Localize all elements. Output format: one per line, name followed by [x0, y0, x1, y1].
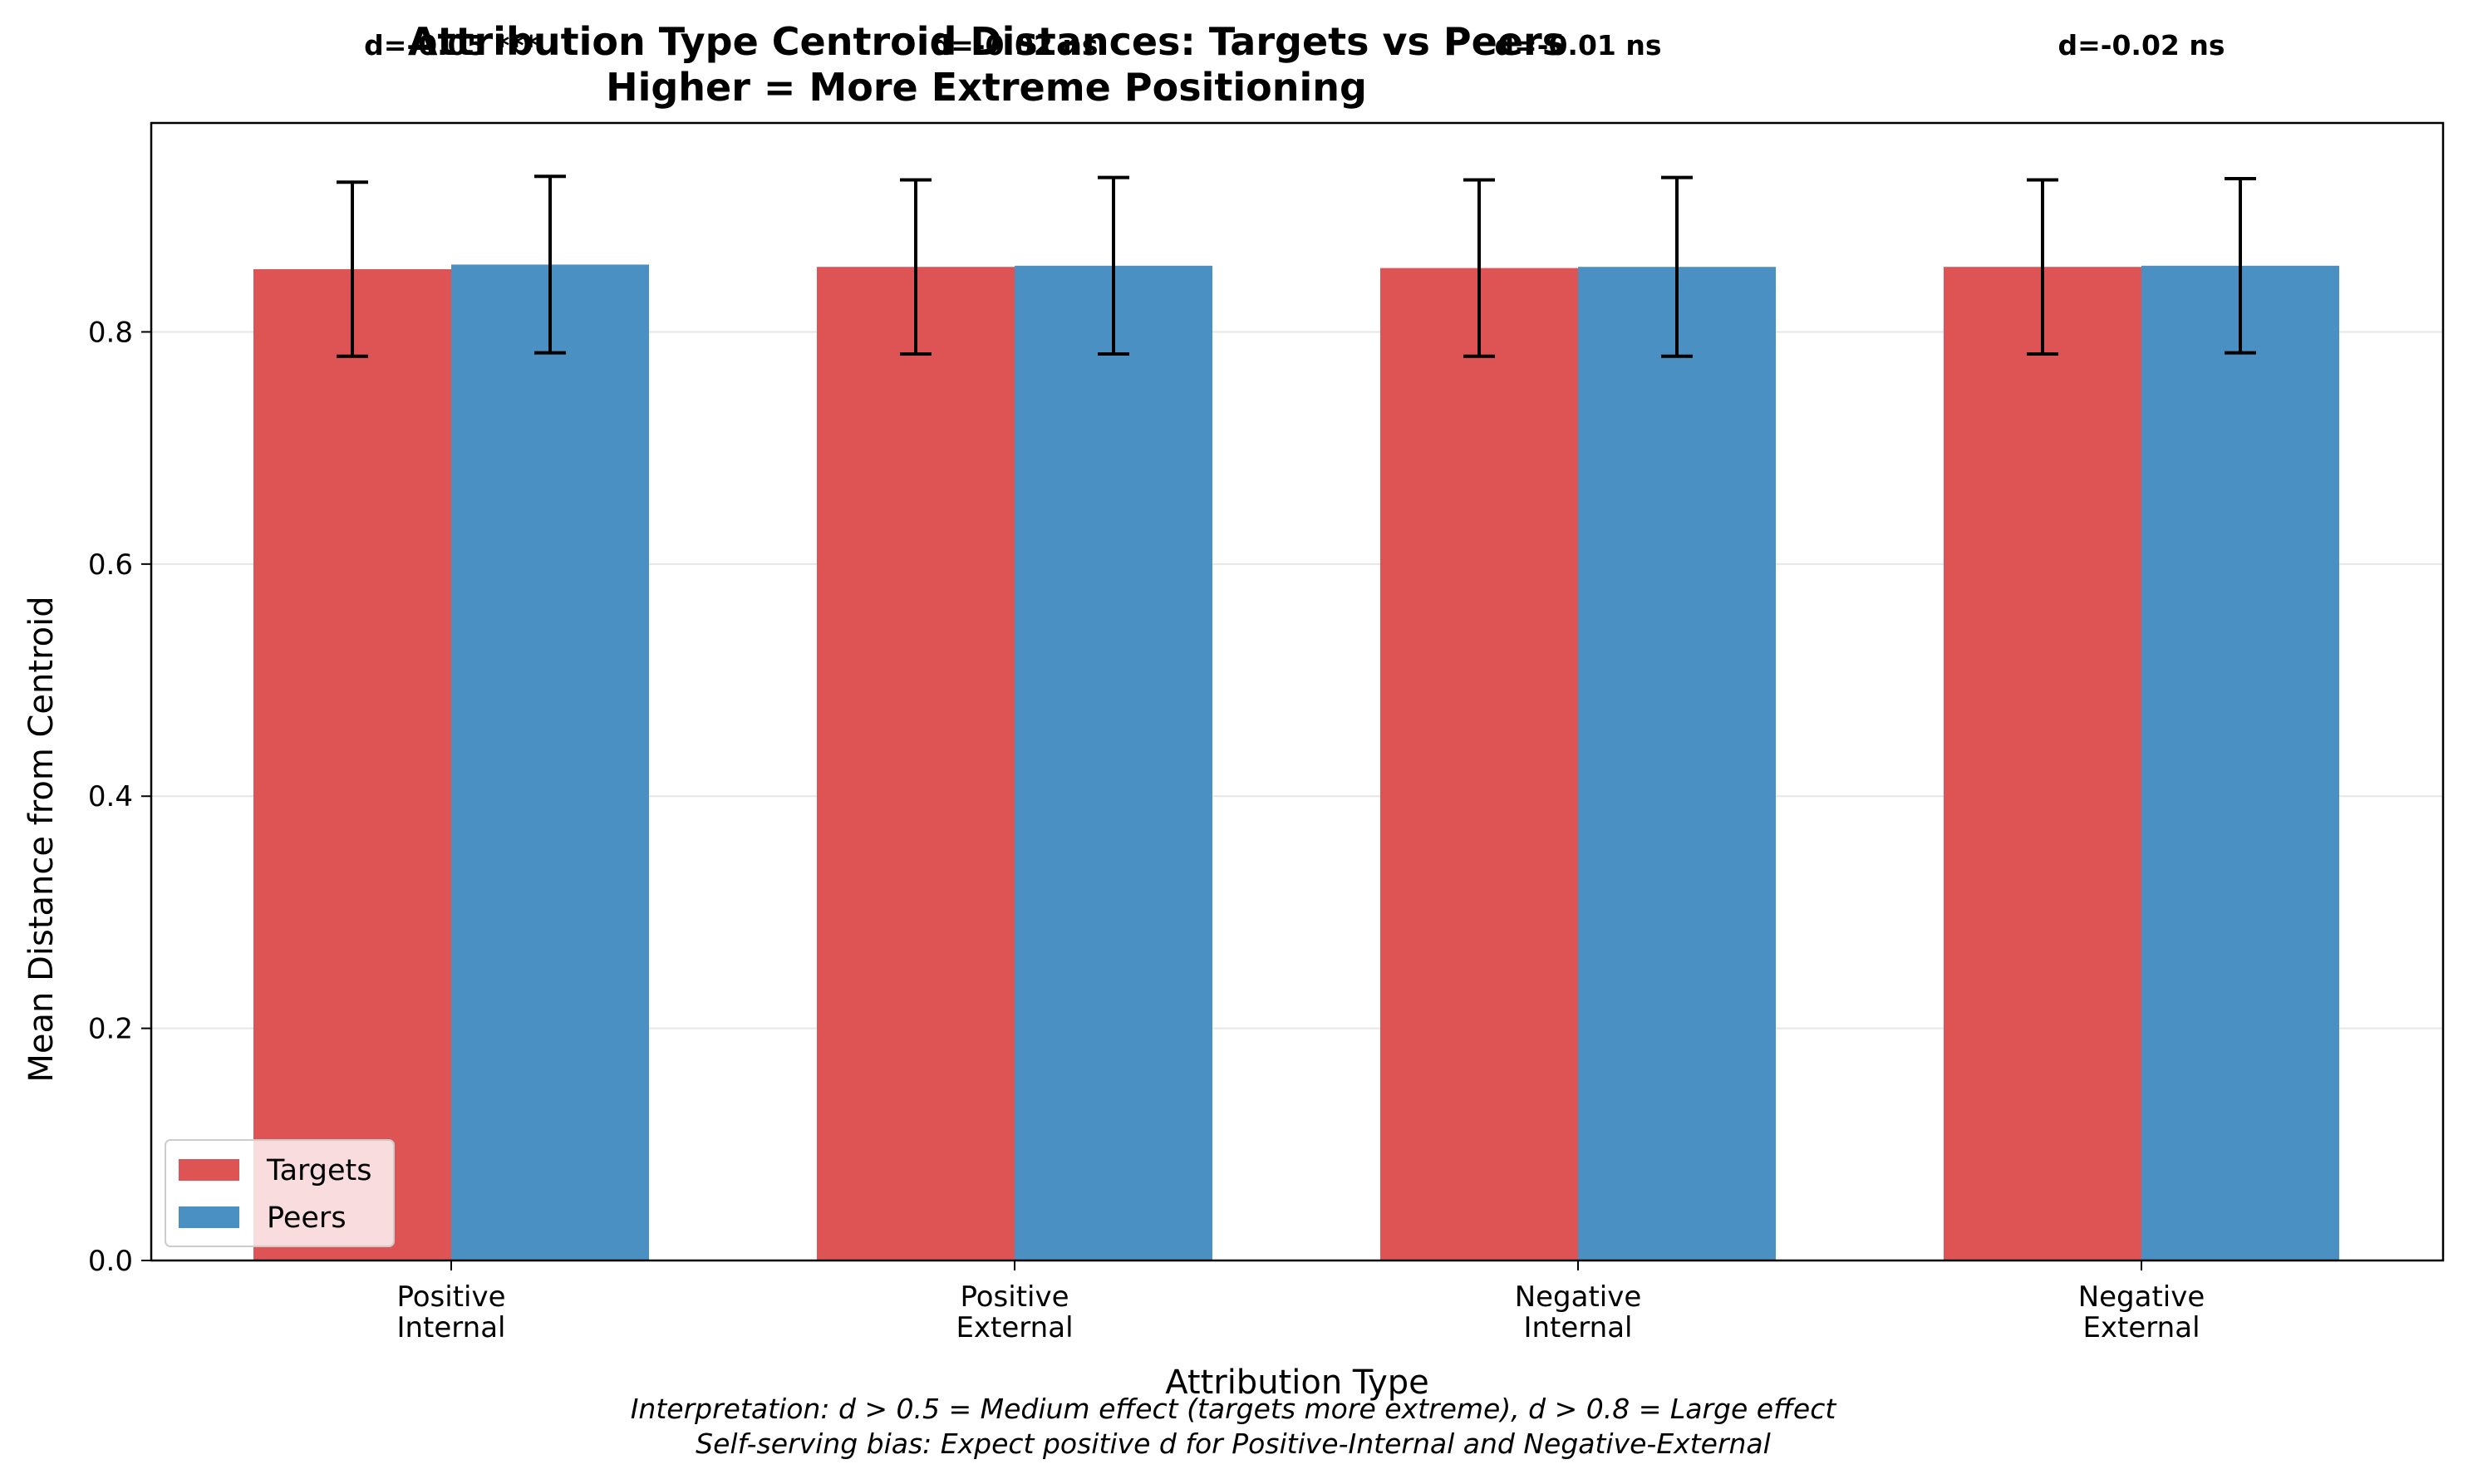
bar-targets: [817, 267, 1015, 1260]
x-tick-label: Negative: [2078, 1280, 2205, 1314]
bar-peers: [2141, 265, 2339, 1260]
x-axis-label: Attribution Type: [1165, 1364, 1429, 1402]
bar-peers: [451, 264, 649, 1261]
bars: [253, 264, 2339, 1261]
legend-label-targets: Targets: [266, 1154, 372, 1187]
y-tick-label: 0.4: [88, 780, 133, 813]
bar-peers: [1578, 267, 1776, 1260]
error-bars: [337, 174, 2256, 358]
legend: Targets Peers: [165, 1139, 395, 1247]
effect-size-annotation: d=-0.05 ***: [364, 29, 538, 61]
effect-size-annotations: d=-0.05 *** d=-0.02 ns d=-0.01 ns d=-0.02 n…: [364, 29, 2225, 61]
chart-title-line-1: Attribution Type Centroid Distances: Tar…: [408, 19, 1565, 64]
x-tick-label: Internal: [1523, 1311, 1632, 1344]
legend-swatch-peers: [179, 1206, 239, 1228]
bar-targets: [1380, 268, 1578, 1261]
bar-targets: [1944, 267, 2141, 1260]
effect-size-annotation: d=-0.01 ns: [1494, 29, 1661, 61]
y-tick-label: 0.6: [88, 548, 133, 582]
y-tick-label: 0.2: [88, 1013, 133, 1046]
x-tick-label: Positive: [960, 1280, 1069, 1314]
bar-targets: [253, 269, 451, 1260]
plot-frame: [150, 121, 2445, 1262]
y-axis-label: Mean Distance from Centroid: [22, 596, 61, 1082]
x-tick-label: Negative: [1515, 1280, 1642, 1314]
footnote-line-2: Self-serving bias: Expect positive d for…: [696, 1427, 1771, 1460]
effect-size-annotation: d=-0.02 ns: [2057, 29, 2225, 61]
footnote-line-1: Interpretation: d > 0.5 = Medium effect …: [631, 1393, 1837, 1425]
x-tick-label: External: [956, 1311, 1073, 1344]
y-tick-label: 0.0: [88, 1245, 133, 1278]
y-tick-label: 0.8: [88, 316, 133, 349]
effect-size-annotation: d=-0.02 ns: [931, 29, 1098, 61]
y-axis-ticks: 0.0 0.2 0.4 0.6 0.8: [88, 316, 151, 1278]
x-tick-label: Positive: [396, 1280, 505, 1314]
bar-peers: [1015, 265, 1212, 1260]
x-tick-label: Internal: [396, 1311, 505, 1344]
x-tick-label: External: [2082, 1311, 2200, 1344]
chart-title-line-2: Higher = More Extreme Positioning: [606, 65, 1367, 110]
x-axis-ticks: PositiveInternalPositiveExternalNegative…: [396, 1260, 2205, 1344]
legend-label-peers: Peers: [267, 1201, 347, 1235]
legend-swatch-targets: [179, 1159, 239, 1181]
